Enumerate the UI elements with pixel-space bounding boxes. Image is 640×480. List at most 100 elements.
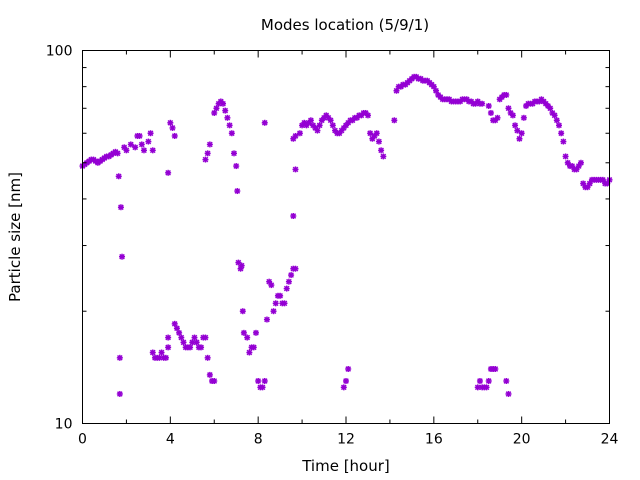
data-point xyxy=(364,112,371,119)
data-point xyxy=(211,109,218,116)
data-point xyxy=(263,316,270,323)
data-point xyxy=(220,100,227,107)
data-point xyxy=(231,150,238,157)
data-point xyxy=(367,130,374,137)
data-point xyxy=(127,141,134,148)
data-point xyxy=(553,117,560,124)
data-points xyxy=(79,73,613,397)
data-point xyxy=(512,122,519,129)
data-point xyxy=(114,150,121,157)
data-point xyxy=(252,329,259,336)
data-point xyxy=(180,339,187,346)
data-point xyxy=(149,147,156,154)
data-point xyxy=(487,109,494,116)
data-point xyxy=(292,132,299,139)
data-point xyxy=(165,344,172,351)
data-point xyxy=(288,272,295,279)
data-point xyxy=(503,91,510,98)
data-point xyxy=(238,262,245,269)
y-tick-label: 10 xyxy=(55,417,73,433)
data-point xyxy=(224,114,231,121)
data-point xyxy=(239,308,246,315)
data-point xyxy=(116,354,123,361)
data-point xyxy=(193,339,200,346)
data-point xyxy=(547,105,554,112)
x-tick-label: 24 xyxy=(601,432,619,448)
data-point xyxy=(165,169,172,176)
data-point xyxy=(283,285,290,292)
data-point xyxy=(171,132,178,139)
data-point xyxy=(281,300,288,307)
data-point xyxy=(158,349,165,356)
data-point xyxy=(268,282,275,289)
plot-frame xyxy=(82,50,610,424)
data-point xyxy=(165,334,172,341)
data-point xyxy=(246,349,253,356)
data-point xyxy=(213,105,220,112)
y-tick-label: 100 xyxy=(46,44,73,60)
data-point xyxy=(240,329,247,336)
x-axis-title: Time [hour] xyxy=(301,457,390,475)
data-point xyxy=(234,188,241,195)
data-point xyxy=(191,334,198,341)
data-point xyxy=(577,159,584,166)
data-point xyxy=(222,107,229,114)
data-point xyxy=(202,156,209,163)
data-point xyxy=(292,265,299,272)
data-point xyxy=(514,127,521,134)
data-point xyxy=(343,378,349,384)
data-point xyxy=(285,278,292,285)
data-point xyxy=(259,384,266,391)
data-point xyxy=(505,105,512,112)
data-point xyxy=(226,122,233,129)
data-point xyxy=(492,365,499,372)
data-point xyxy=(149,349,156,356)
data-point xyxy=(329,122,336,129)
data-point xyxy=(556,122,562,129)
data-point xyxy=(162,354,169,361)
data-point xyxy=(117,204,124,211)
data-point xyxy=(378,147,385,154)
data-point xyxy=(380,153,387,160)
data-point xyxy=(345,365,352,372)
data-point xyxy=(176,329,183,336)
data-point xyxy=(327,117,334,124)
data-point xyxy=(204,354,211,361)
data-point xyxy=(206,371,213,378)
data-point xyxy=(132,144,139,151)
data-point xyxy=(173,325,180,332)
data-point xyxy=(562,153,569,160)
data-point xyxy=(147,130,154,137)
data-point xyxy=(483,384,490,391)
data-point xyxy=(145,138,152,145)
data-point xyxy=(485,102,492,109)
data-point xyxy=(391,117,398,124)
data-point xyxy=(119,253,126,260)
data-point xyxy=(138,141,145,148)
data-point xyxy=(479,100,486,107)
data-point xyxy=(211,378,218,384)
data-point xyxy=(270,308,277,315)
data-point xyxy=(505,390,512,397)
data-point xyxy=(198,344,205,351)
data-point xyxy=(494,114,501,121)
x-tick-label: 4 xyxy=(166,432,175,448)
x-tick-label: 0 xyxy=(78,432,87,448)
data-point xyxy=(187,344,194,351)
data-point xyxy=(255,378,262,384)
data-point xyxy=(156,354,163,361)
data-point xyxy=(509,112,516,119)
chart-title: Modes location (5/9/1) xyxy=(261,16,429,34)
data-point xyxy=(169,124,176,131)
data-point xyxy=(516,135,523,142)
data-point xyxy=(202,334,209,341)
data-point xyxy=(277,292,284,299)
data-point xyxy=(116,390,123,397)
data-point xyxy=(167,119,174,126)
data-point xyxy=(340,384,347,391)
data-point xyxy=(204,150,211,157)
data-point xyxy=(520,114,527,121)
data-point xyxy=(518,130,525,137)
